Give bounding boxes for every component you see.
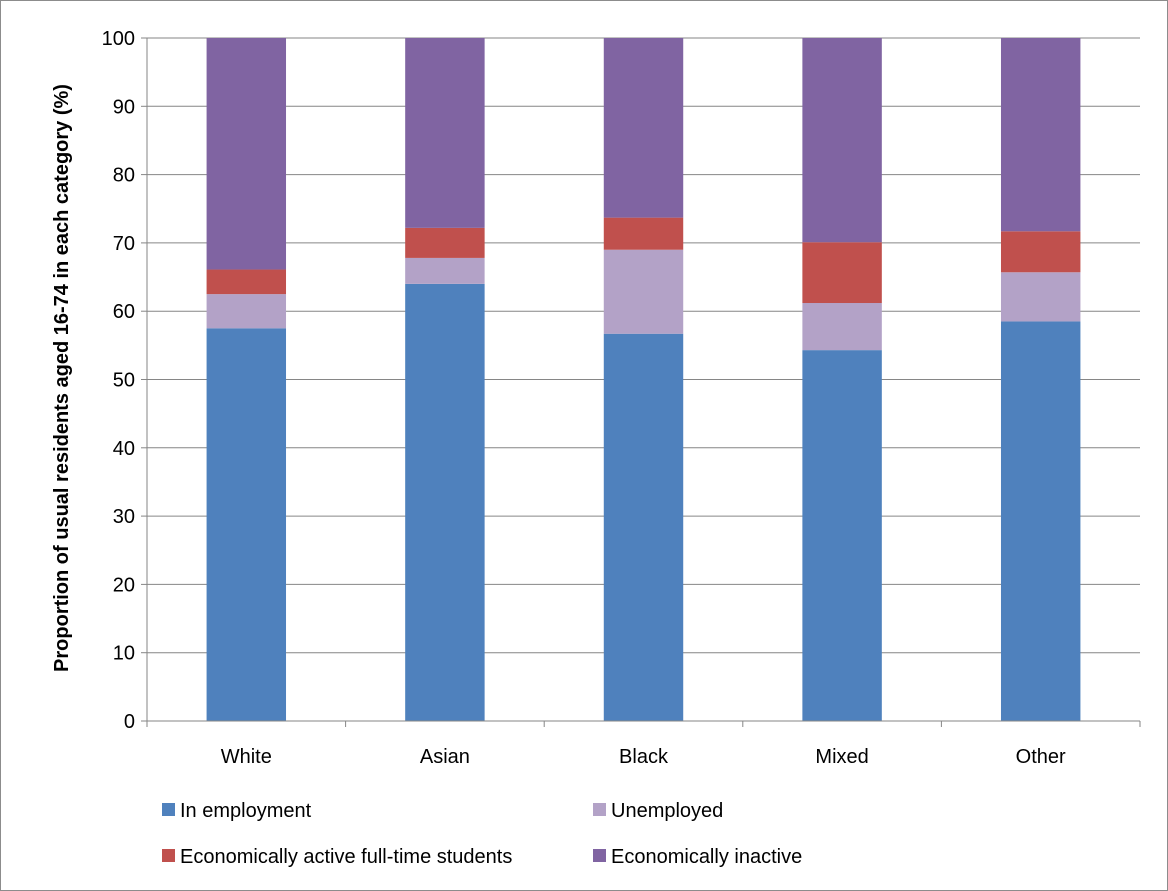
x-category-label: Mixed — [815, 746, 868, 768]
bar-segment-economically-inactive-other — [1000, 38, 1081, 232]
bar-segment-unemployed-mixed — [802, 303, 882, 351]
y-axis-label: Proportion of usual residents aged 16-74… — [51, 84, 73, 672]
legend-swatch-economically-inactive — [593, 849, 606, 862]
y-tick-label: 100 — [102, 28, 135, 50]
bar-segment-economically-inactive-mixed — [802, 38, 882, 243]
x-tick-labels: White Asian Black Mixed Other — [221, 746, 1066, 768]
x-category-label: Other — [1016, 746, 1066, 768]
legend-swatch-unemployed — [593, 803, 606, 816]
bar-segment-economically-active-full-time-students-other — [1000, 231, 1081, 273]
bar-segment-economically-inactive-black — [603, 38, 684, 218]
bars — [206, 38, 1081, 721]
y-tick-label: 10 — [113, 643, 135, 665]
legend-label-in-employment: In employment — [180, 800, 312, 822]
bar-segment-unemployed-white — [206, 294, 287, 329]
x-category-label: White — [221, 746, 272, 768]
x-category-label: Black — [619, 746, 669, 768]
bar-segment-economically-inactive-asian — [405, 38, 485, 228]
legend: In employment Unemployed Economically acti… — [162, 800, 802, 868]
bar-segment-unemployed-black — [603, 249, 684, 334]
legend-swatch-in-employment — [162, 803, 175, 816]
bar-segment-unemployed-asian — [405, 257, 485, 284]
y-tick-label: 40 — [113, 438, 135, 460]
bar-segment-economically-active-full-time-students-white — [206, 269, 287, 295]
x-category-label: Asian — [420, 746, 470, 768]
bar-segment-in-employment-other — [1000, 321, 1081, 721]
legend-swatch-economically-active-full-time-students — [162, 849, 175, 862]
y-tick-label: 50 — [113, 370, 135, 392]
legend-label-economically-active-full-time-students: Economically active full-time students — [180, 846, 512, 868]
bar-segment-in-employment-white — [206, 328, 287, 721]
y-tick-label: 60 — [113, 301, 135, 323]
bar-segment-unemployed-other — [1000, 272, 1081, 322]
y-tick-label: 90 — [113, 96, 135, 118]
y-tick-labels: 0 10 20 30 40 50 60 70 80 90 100 — [102, 28, 135, 733]
y-tick-label: 0 — [124, 711, 135, 733]
bar-segment-in-employment-mixed — [802, 350, 882, 721]
bar-segment-economically-inactive-white — [206, 38, 287, 270]
bar-segment-in-employment-black — [603, 333, 684, 721]
bar-segment-economically-active-full-time-students-black — [603, 217, 684, 250]
bar-segment-economically-active-full-time-students-asian — [405, 227, 485, 258]
y-tick-label: 70 — [113, 233, 135, 255]
bar-segment-economically-active-full-time-students-mixed — [802, 242, 882, 304]
legend-label-economically-inactive: Economically inactive — [611, 846, 802, 868]
y-tick-label: 80 — [113, 165, 135, 187]
axes — [141, 37, 1141, 727]
y-tick-label: 30 — [113, 506, 135, 528]
legend-label-unemployed: Unemployed — [611, 800, 723, 822]
y-tick-label: 20 — [113, 574, 135, 596]
bar-segment-in-employment-asian — [405, 283, 485, 721]
